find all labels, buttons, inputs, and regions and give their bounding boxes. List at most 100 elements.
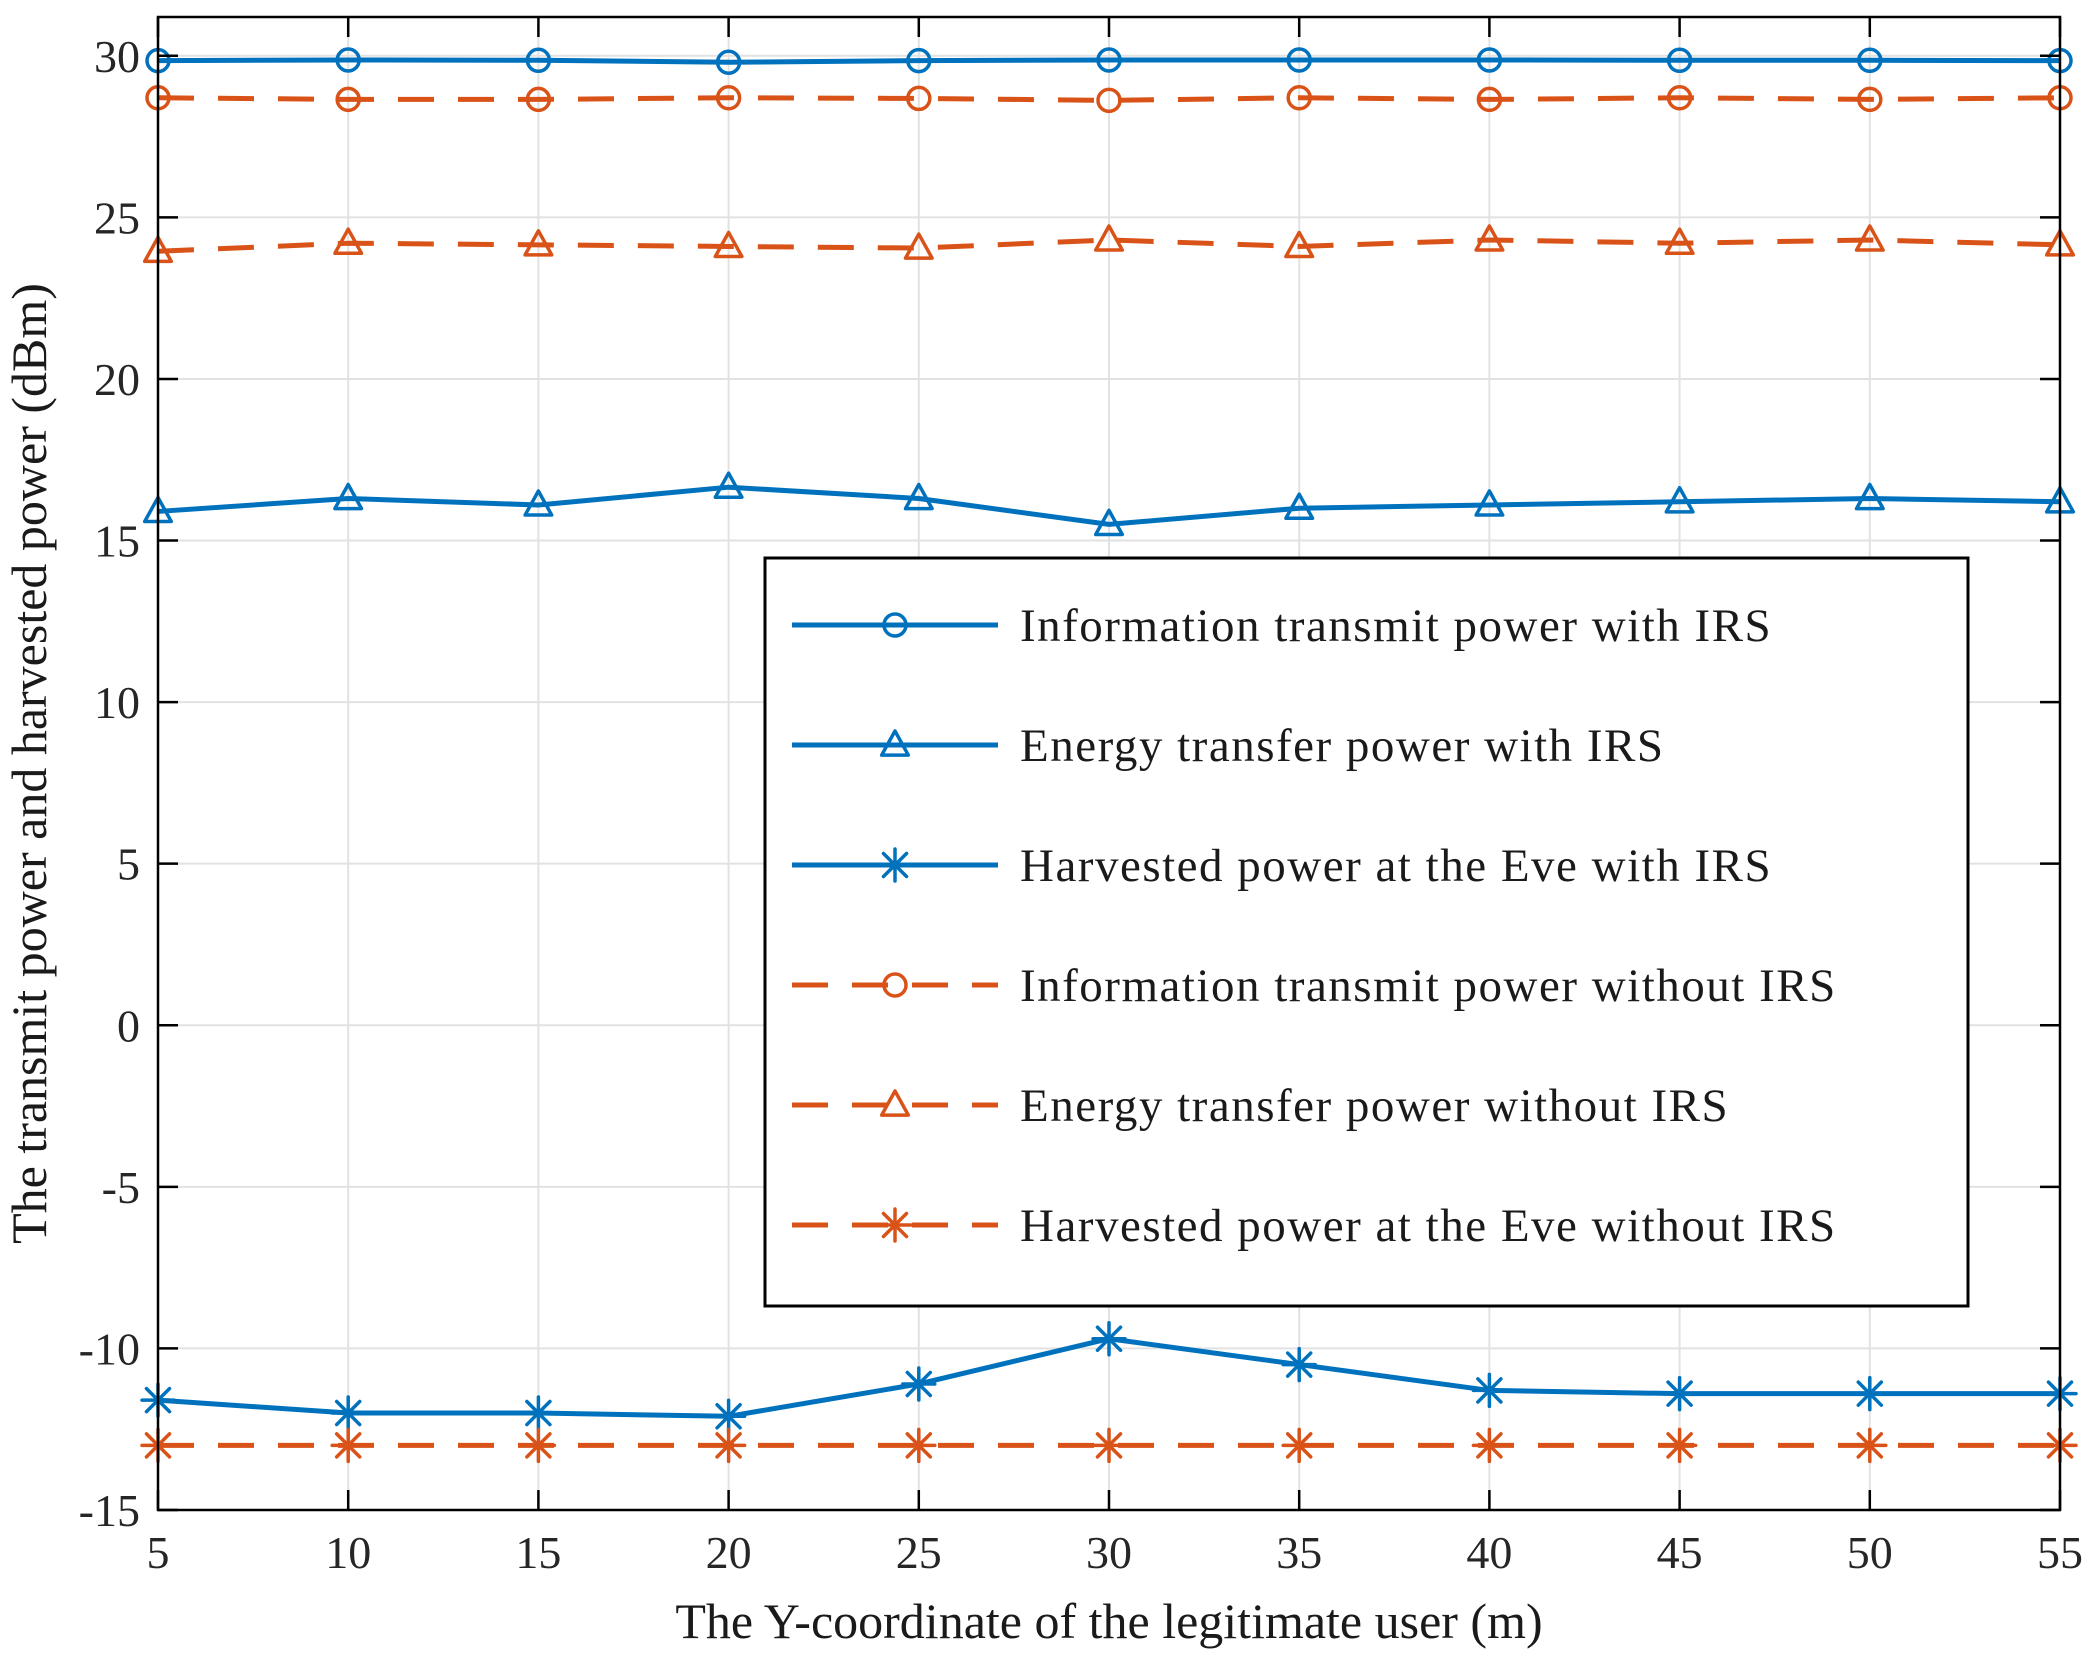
- legend-label: Energy transfer power with IRS: [1020, 720, 1665, 772]
- triangle-marker: [1854, 482, 1885, 511]
- triangle-marker: [1854, 224, 1885, 252]
- x-tick-labels: 5 10 15 20 25 30 35 40 45 50 55: [147, 1527, 2084, 1578]
- x-axis-label: The Y-coordinate of the legitimate user …: [675, 1593, 1542, 1649]
- triangle-marker: [1284, 230, 1315, 259]
- legend-box: [763, 556, 1970, 1308]
- x-tick-label: 15: [515, 1527, 561, 1578]
- circle-marker: [1857, 47, 1883, 74]
- series-line: [157, 237, 2061, 254]
- asterisk-marker: [901, 1366, 937, 1402]
- legend-entry: Information transmit power without IRS: [792, 960, 1837, 1012]
- circle-marker: [1476, 47, 1503, 73]
- circle-marker: [1857, 86, 1883, 113]
- legend-label: Harvested power at the Eve with IRS: [1020, 840, 1772, 892]
- triangle-marker: [903, 232, 934, 260]
- asterisk-marker: [1661, 1375, 1698, 1412]
- y-tick-label: 0: [117, 1000, 140, 1051]
- asterisk-marker: [520, 1427, 557, 1464]
- legend: Information transmit power with IRS Energ…: [763, 556, 1970, 1308]
- x-tick-label: 40: [1466, 1527, 1512, 1578]
- triangle-marker: [713, 471, 744, 500]
- circle-marker: [1476, 86, 1503, 113]
- circle-marker: [335, 47, 361, 73]
- triangle-marker: [333, 482, 364, 511]
- triangle-marker: [1093, 224, 1125, 252]
- y-tick-labels: -15 -10 -5 0 5 10 15 20 25 30: [79, 31, 140, 1536]
- series-line: [157, 484, 2061, 527]
- asterisk-marker: [1091, 1320, 1127, 1357]
- asterisk-marker: [1661, 1427, 1698, 1464]
- legend-label: Information transmit power with IRS: [1020, 600, 1772, 652]
- triangle-marker: [903, 482, 934, 511]
- series-5: [142, 224, 2076, 264]
- triangle-marker: [713, 230, 744, 259]
- series-6: [140, 1427, 2078, 1464]
- triangle-marker: [879, 1089, 911, 1117]
- circle-marker: [715, 85, 742, 111]
- circle-marker: [1096, 87, 1122, 114]
- legend-entry: Harvested power at the Eve with IRS: [792, 840, 1772, 892]
- circle-marker: [1666, 85, 1693, 111]
- legend-entry: Energy transfer power with IRS: [792, 720, 1665, 772]
- x-tick-label: 35: [1276, 1527, 1322, 1578]
- y-tick-label: 10: [94, 677, 140, 728]
- legend-label: Information transmit power without IRS: [1020, 960, 1837, 1012]
- circle-marker: [1286, 47, 1312, 73]
- circle-marker: [882, 972, 908, 998]
- x-tick-label: 50: [1847, 1527, 1893, 1578]
- asterisk-marker: [520, 1395, 557, 1431]
- legend-entry: Energy transfer power without IRS: [792, 1080, 1728, 1132]
- asterisk-marker: [1281, 1346, 1317, 1383]
- triangle-marker: [1664, 485, 1695, 514]
- y-axis-label: The transmit power and harvested power (…: [1, 283, 57, 1244]
- triangle-marker: [333, 227, 364, 256]
- triangle-marker: [1474, 224, 1505, 252]
- series-line: [157, 95, 2061, 103]
- x-tick-label: 30: [1086, 1527, 1132, 1578]
- asterisk-marker: [710, 1398, 747, 1435]
- circle-marker: [335, 86, 361, 113]
- asterisk-marker: [877, 847, 913, 883]
- y-tick-label: -5: [102, 1162, 140, 1213]
- y-tick-label: 20: [94, 354, 140, 405]
- axes-box: [156, 15, 2062, 1512]
- asterisk-marker: [1281, 1427, 1317, 1464]
- circle-marker: [1666, 47, 1693, 74]
- series-line: [157, 57, 2061, 65]
- circle-marker: [715, 49, 742, 75]
- x-tick-label: 10: [325, 1527, 371, 1578]
- asterisk-marker: [710, 1427, 747, 1464]
- y-tick-label: 30: [94, 31, 140, 82]
- circle-marker: [525, 86, 552, 113]
- triangle-marker: [879, 729, 911, 757]
- x-tick-label: 25: [896, 1527, 942, 1578]
- legend-entry: Information transmit power with IRS: [792, 600, 1772, 652]
- legend-entry: Harvested power at the Eve without IRS: [792, 1200, 1837, 1252]
- series-2: [142, 471, 2076, 537]
- triangle-marker: [1664, 227, 1695, 256]
- asterisk-marker: [1091, 1427, 1127, 1464]
- circle-marker: [906, 47, 932, 74]
- triangle-marker: [1284, 492, 1315, 521]
- y-tick-label: 25: [94, 192, 140, 243]
- circle-marker: [882, 612, 908, 638]
- y-tick-label: 15: [94, 516, 140, 567]
- circle-marker: [1096, 47, 1122, 73]
- asterisk-marker: [330, 1427, 366, 1464]
- x-tick-label: 45: [1657, 1527, 1703, 1578]
- triangle-marker: [1093, 508, 1125, 537]
- legend-label: Harvested power at the Eve without IRS: [1020, 1200, 1837, 1252]
- y-tick-label: -15: [79, 1485, 140, 1536]
- triangle-marker: [523, 229, 554, 257]
- circle-marker: [1286, 85, 1312, 111]
- asterisk-marker: [901, 1427, 937, 1464]
- asterisk-marker: [1852, 1375, 1888, 1412]
- asterisk-marker: [1471, 1427, 1508, 1464]
- asterisk-marker: [1852, 1427, 1888, 1464]
- triangle-marker: [1474, 489, 1505, 517]
- x-tick-label: 55: [2037, 1527, 2083, 1578]
- x-tick-label: 20: [706, 1527, 752, 1578]
- asterisk-marker: [877, 1207, 913, 1243]
